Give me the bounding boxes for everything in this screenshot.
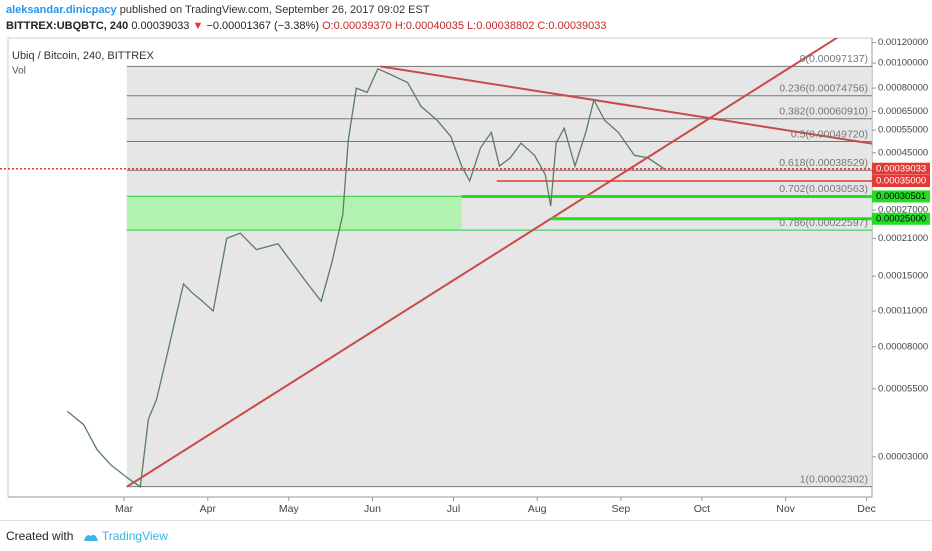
- level-tag: [872, 190, 930, 203]
- y-tick-label: 0.00011000: [878, 306, 928, 317]
- x-tick-label: Aug: [528, 503, 547, 515]
- y-tick-label: 0.00003000: [878, 451, 928, 462]
- level-tag-label: 0.00025000: [876, 213, 926, 224]
- chart-title: Ubiq / Bitcoin, 240, BITTREX: [12, 50, 154, 62]
- trendline: [126, 38, 839, 488]
- fib-zone: [126, 196, 462, 231]
- x-tick-label: Jun: [364, 503, 381, 515]
- y-tick-label: 0.00120000: [878, 37, 928, 48]
- created-with: Created with: [6, 529, 74, 543]
- fib-label: 0(0.00097137): [800, 53, 868, 65]
- brand[interactable]: TradingView: [101, 529, 168, 543]
- fib-label: 0.382(0.00060910): [779, 106, 868, 118]
- x-tick-label: Apr: [200, 503, 217, 515]
- plot: [66, 38, 872, 488]
- symbol: BITTREX:UBQBTC, 240: [6, 20, 129, 32]
- last: 0.00039033: [131, 20, 190, 32]
- published: published on TradingView.com, September …: [119, 4, 430, 16]
- fib-label: 0.5(0.00049720): [791, 128, 868, 140]
- low: L:0.00038802: [467, 20, 535, 32]
- x-tick-label: Sep: [612, 503, 631, 515]
- x-tick-label: Mar: [115, 503, 134, 515]
- volume-label: Vol: [12, 66, 26, 77]
- fib-label: 0.236(0.00074756): [779, 83, 868, 95]
- change: −0.00001367 (−3.38%): [206, 20, 319, 32]
- y-tick-label: 0.00045000: [878, 147, 928, 158]
- y-tick-label: 0.00021000: [878, 233, 928, 244]
- footer: Created with TradingView: [0, 520, 932, 551]
- y-tick-label: 0.00065000: [878, 106, 928, 117]
- level-tag: [872, 212, 930, 225]
- logo-icon: [83, 534, 98, 541]
- publish-line: aleksandar.dinicpacy published on Tradin…: [6, 3, 926, 18]
- y-tick-label: 0.00005500: [878, 383, 928, 394]
- price-line-series: [66, 67, 665, 488]
- y-tick-label: 0.00015000: [878, 271, 928, 282]
- y-tick-label: 0.00027000: [878, 205, 928, 216]
- chart: Ubiq / Bitcoin, 240, BITTREX Vol 0(0.000…: [0, 37, 930, 515]
- level-tag-label: 0.00030501: [876, 191, 926, 202]
- current-price-tag: [872, 162, 930, 175]
- open: O:0.00039370: [322, 20, 392, 32]
- header: aleksandar.dinicpacy published on Tradin…: [6, 3, 926, 37]
- author[interactable]: aleksandar.dinicpacy: [6, 4, 117, 16]
- level-tag: [872, 174, 930, 187]
- x-tick-label: Oct: [694, 503, 710, 515]
- fib-label: 0.786(0.00022597): [779, 217, 868, 229]
- close: C:0.00039033: [537, 20, 607, 32]
- fib-label: 1(0.00002302): [800, 473, 868, 485]
- x-tick-label: Nov: [776, 503, 795, 515]
- y-tick-label: 0.00080000: [878, 83, 928, 94]
- ticker-line: BITTREX:UBQBTC, 240 0.00039033 ▼ −0.0000…: [6, 18, 926, 34]
- y-tick-label: 0.00055000: [878, 125, 928, 136]
- high: H:0.00040035: [394, 20, 464, 32]
- x-tick-label: May: [279, 503, 300, 515]
- y-tick-label: 0.00008000: [878, 341, 928, 352]
- x-tick-label: Jul: [447, 503, 460, 515]
- down-arrow: ▼: [192, 20, 204, 32]
- trendline: [380, 65, 872, 145]
- fib-label: 0.702(0.00030563): [779, 183, 868, 195]
- x-tick-label: Dec: [857, 503, 876, 515]
- fib-label: 0.618(0.00038529): [779, 157, 868, 169]
- level-tag-label: 0.00035000: [876, 176, 926, 187]
- current-price-label: 0.00039033: [876, 163, 926, 174]
- fib-background: [126, 66, 872, 487]
- y-tick-label: 0.00100000: [878, 58, 928, 69]
